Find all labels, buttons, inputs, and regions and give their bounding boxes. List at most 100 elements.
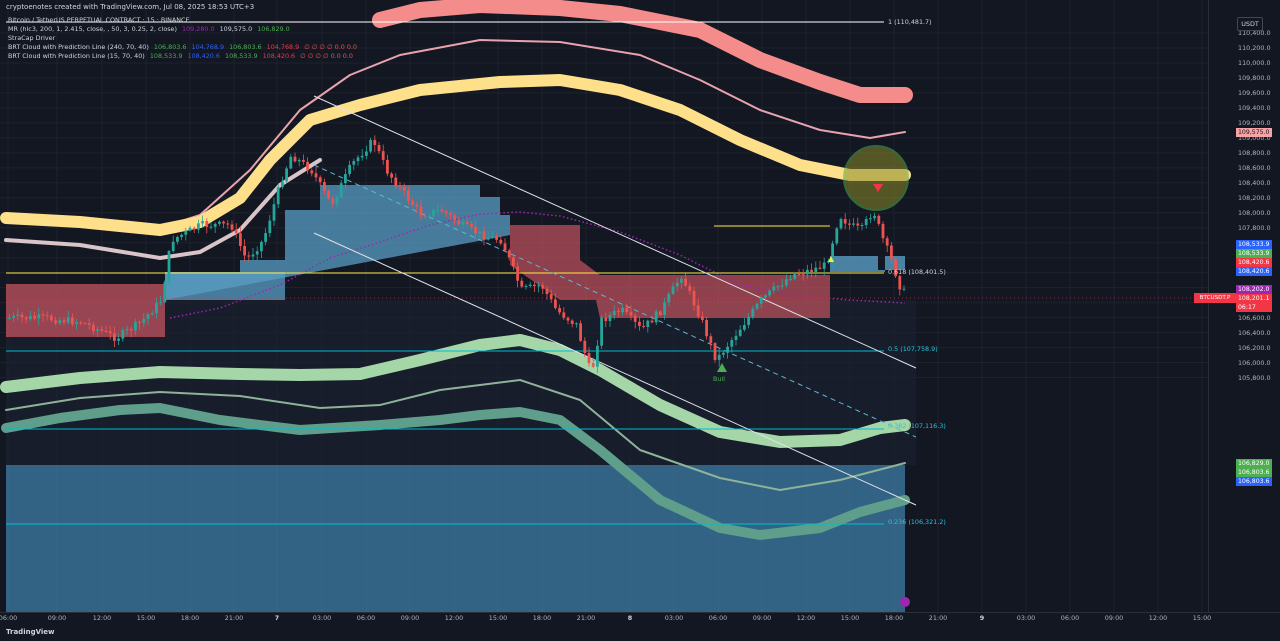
candle-body: [138, 321, 141, 323]
candle-body: [440, 209, 444, 212]
candle-body: [549, 294, 553, 300]
candle-body: [814, 267, 818, 272]
candle-body: [797, 274, 801, 276]
candle-body: [726, 346, 729, 353]
candle-body: [306, 161, 309, 171]
candle-body: [885, 238, 889, 246]
price-tick-label: 106,200.0: [1238, 343, 1271, 352]
candle-body: [449, 213, 452, 216]
time-axis[interactable]: [0, 612, 1280, 627]
candle-body: [402, 186, 406, 191]
indicator-legend: Bitcoin / TetherUS PERPETUAL CONTRACT · …: [8, 16, 360, 61]
candle-body: [75, 322, 78, 325]
candle-body: [327, 190, 330, 199]
candle-body: [575, 323, 578, 325]
candle-body: [167, 251, 171, 283]
blue-cloud-mid: [165, 185, 510, 300]
candle-body: [512, 257, 515, 267]
candle-body: [696, 305, 700, 317]
legend-row-brt-240[interactable]: BRT Cloud with Prediction Line (240, 70,…: [8, 43, 357, 51]
candle-body: [37, 314, 41, 319]
time-tick-label: 18:00: [180, 614, 200, 622]
candle-body: [831, 243, 834, 262]
candle-body: [671, 286, 675, 295]
candle-body: [33, 315, 36, 319]
candle-body: [785, 279, 788, 286]
candle-body: [692, 290, 696, 306]
candle-body: [50, 316, 53, 321]
time-tick-label: 03:00: [1016, 614, 1036, 622]
candle-body: [12, 315, 15, 318]
dotted-ma-line: [169, 211, 906, 319]
candle-body: [444, 211, 448, 214]
candle-body: [8, 317, 11, 319]
tradingview-logo[interactable]: TradingView: [6, 628, 55, 636]
time-tick-label: 18:00: [532, 614, 552, 622]
pale-upper-line: [4, 158, 322, 260]
candle-body: [108, 331, 112, 334]
candle-body: [314, 173, 318, 178]
legend-row-mr[interactable]: MR (hlc3, 200, 1, 2.415, close, , 50, 3,…: [8, 25, 290, 33]
footer-bar: TradingView: [0, 626, 1280, 641]
price-tick-label: 108,800.0: [1238, 148, 1271, 157]
candle-body: [20, 314, 24, 318]
candle-body: [205, 221, 209, 227]
price-tick-label: 108,400.0: [1238, 178, 1271, 187]
candle-body: [843, 218, 847, 224]
symbol-line[interactable]: Bitcoin / TetherUS PERPETUAL CONTRACT · …: [8, 16, 190, 24]
time-tick-label: 12:00: [444, 614, 464, 622]
candle-body: [566, 317, 570, 321]
candle-body: [344, 174, 347, 184]
candle-body: [764, 295, 767, 298]
time-tick-label: 15:00: [136, 614, 156, 622]
candle-body: [142, 319, 146, 323]
replay-icon: [900, 597, 910, 607]
time-tick-label: 18:00: [884, 614, 904, 622]
candle-body: [192, 227, 196, 230]
time-tick-label: 21:00: [224, 614, 244, 622]
candle-body: [352, 161, 356, 165]
candle-body: [474, 226, 477, 234]
candle-body: [768, 290, 771, 296]
candle-body: [159, 302, 162, 304]
candle-body: [415, 204, 419, 207]
price-badge: 06:17: [1236, 303, 1272, 312]
candle-body: [646, 320, 650, 327]
time-tick-label: 09:00: [1104, 614, 1124, 622]
candle-body: [793, 274, 797, 279]
currency-label[interactable]: USDT: [1237, 17, 1263, 31]
candle-body: [461, 221, 465, 225]
candle-body: [310, 170, 314, 174]
channel-lower-line: [313, 232, 917, 506]
time-tick-label: 9: [979, 614, 985, 622]
legend-row-stracap[interactable]: StraCap Driver: [8, 34, 56, 42]
time-tick-label: 8: [627, 614, 633, 622]
channel-upper-line: [313, 95, 917, 369]
candle-body: [612, 310, 616, 316]
candle-body: [642, 325, 645, 327]
candle-body: [528, 284, 532, 287]
candle-body: [776, 286, 780, 288]
candle-body: [772, 286, 776, 291]
candle-body: [381, 151, 385, 160]
candle-body: [104, 330, 108, 332]
candle-body: [289, 156, 293, 169]
bull-signal-label: Bull: [713, 375, 725, 383]
candle-body: [570, 320, 574, 324]
candle-body: [839, 218, 843, 229]
candle-body: [533, 284, 536, 287]
candle-body: [125, 328, 129, 331]
candle-body: [801, 274, 805, 276]
legend-row-brt-15[interactable]: BRT Cloud with Prediction Line (15, 70, …: [8, 52, 353, 60]
candle-body: [201, 221, 204, 224]
candle-body: [625, 307, 629, 313]
candle-body: [453, 215, 456, 221]
candle-body: [747, 316, 750, 325]
bull-arrow-marker: [717, 363, 727, 372]
candle-body: [596, 345, 599, 367]
candle-body: [755, 303, 759, 309]
candle-body: [663, 302, 666, 315]
blue-cloud-right: [830, 256, 905, 272]
price-badge: 106,803.6: [1236, 477, 1272, 486]
